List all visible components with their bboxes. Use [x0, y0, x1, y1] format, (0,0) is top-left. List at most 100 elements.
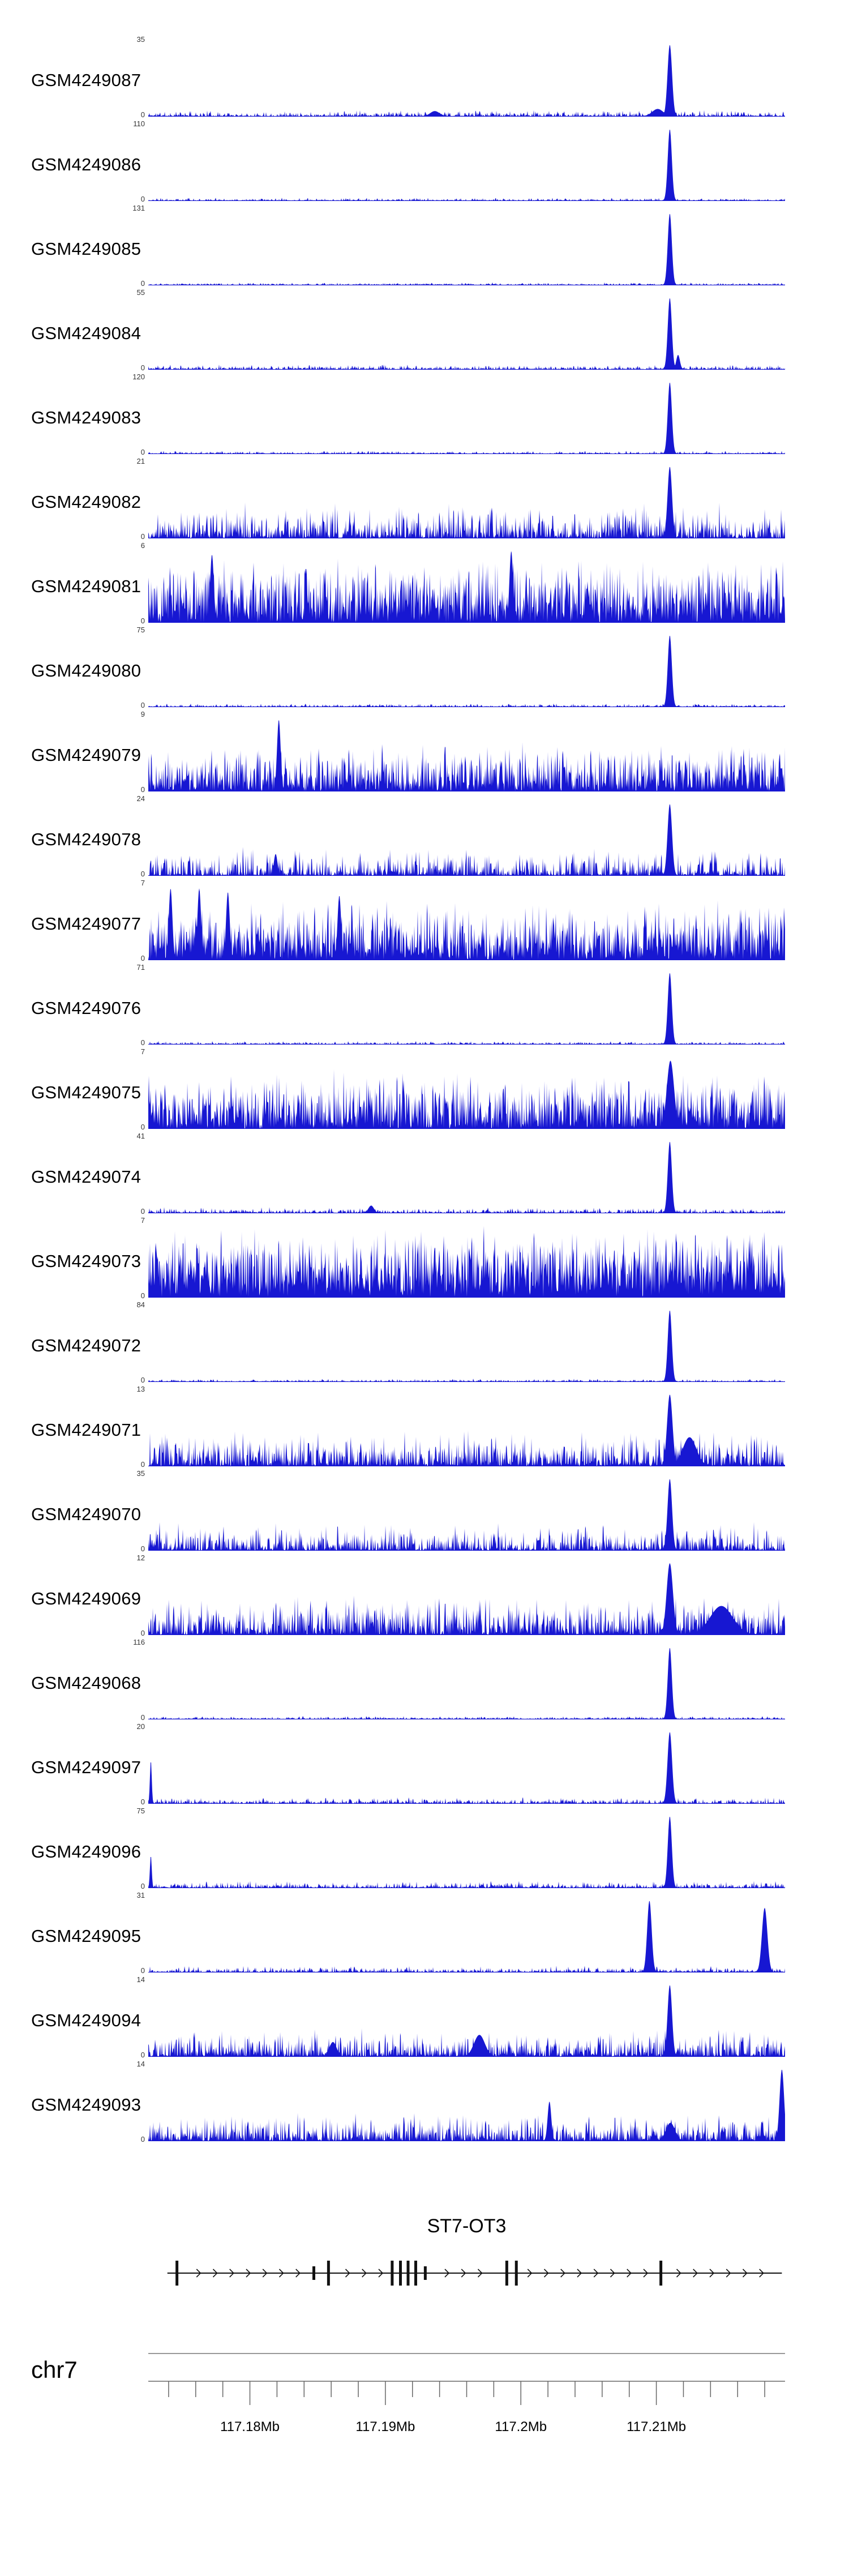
track-yzero-label: 0	[140, 870, 145, 878]
strand-arrow-icon	[527, 2269, 533, 2278]
track-ymax-label: 14	[136, 1975, 145, 1984]
track-row: GSM4249072 84 0	[31, 1300, 785, 1384]
track-row: GSM4249097 20 0	[31, 1722, 785, 1806]
track-label: GSM4249079	[31, 745, 142, 765]
track-signal	[148, 1310, 785, 1382]
track-signal	[148, 1985, 785, 2057]
track-row: GSM4249073 7 0	[31, 1216, 785, 1300]
track-row: GSM4249070 35 0	[31, 1469, 785, 1553]
track-label: GSM4249085	[31, 239, 142, 259]
strand-arrow-icon	[345, 2269, 350, 2278]
strand-arrow-icon	[676, 2269, 681, 2278]
strand-arrow-icon	[610, 2269, 615, 2278]
track-ymax-label: 20	[136, 1722, 145, 1731]
strand-arrow-icon	[246, 2269, 251, 2278]
track-ymax-label: 7	[140, 1047, 145, 1056]
ruler-axis: 117.18Mb 117.19Mb 117.2Mb 117.21Mb	[148, 2381, 785, 2434]
strand-arrow-icon	[196, 2269, 201, 2278]
strand-arrow-icon	[759, 2269, 764, 2278]
track-signal	[148, 551, 785, 623]
track-yzero-label: 0	[140, 110, 145, 119]
strand-arrow-icon	[627, 2269, 632, 2278]
track-signal	[148, 1563, 785, 1635]
ruler-tick-label: 117.2Mb	[495, 2419, 547, 2434]
track-ymax-label: 110	[133, 119, 145, 128]
track-signal	[148, 1394, 785, 1466]
track-row: GSM4249076 71 0	[31, 963, 785, 1047]
track-yzero-label: 0	[140, 2051, 145, 2059]
track-signal	[148, 129, 785, 201]
gene-title: ST7-OT3	[427, 2215, 507, 2237]
track-yzero-label: 0	[140, 701, 145, 709]
ruler-divider-line	[148, 2353, 785, 2354]
track-signal	[148, 1732, 785, 1804]
track-signal	[148, 298, 785, 370]
track-ymax-label: 75	[136, 1807, 145, 1815]
strand-arrow-icon	[726, 2269, 731, 2278]
strand-arrow-icon	[262, 2269, 268, 2278]
track-ymax-label: 12	[136, 1554, 145, 1562]
track-yzero-label: 0	[140, 1882, 145, 1890]
strand-arrow-icon	[543, 2269, 549, 2278]
track-label: GSM4249083	[31, 408, 142, 427]
track-ymax-label: 35	[136, 1469, 145, 1478]
track-label: GSM4249075	[31, 1082, 142, 1102]
track-label: GSM4249086	[31, 155, 142, 174]
strand-arrow-icon	[742, 2269, 748, 2278]
gene-annotation-section: ST7-OT3	[148, 2211, 785, 2313]
track-label: GSM4249077	[31, 914, 142, 934]
track-yzero-label: 0	[140, 1798, 145, 1806]
track-row: GSM4249078 24 0	[31, 794, 785, 878]
track-label: GSM4249071	[31, 1420, 142, 1440]
track-yzero-label: 0	[140, 1629, 145, 1637]
strand-arrow-icon	[643, 2269, 649, 2278]
gene-exon-bar	[312, 2266, 315, 2280]
track-row: GSM4249079 9 0	[31, 710, 785, 794]
track-label: GSM4249068	[31, 1673, 142, 1693]
chromosome-label: chr7	[31, 2356, 78, 2383]
gene-exon-bar	[505, 2261, 508, 2286]
strand-arrow-icon	[444, 2269, 450, 2278]
track-row: GSM4249080 75 0	[31, 626, 785, 709]
gene-exon-bar	[514, 2261, 518, 2286]
track-label: GSM4249087	[31, 70, 142, 90]
track-ymax-label: 6	[140, 541, 145, 550]
track-label: GSM4249072	[31, 1336, 142, 1355]
track-ymax-label: 7	[140, 879, 145, 887]
strand-arrow-icon	[362, 2269, 367, 2278]
strand-arrow-icon	[378, 2269, 384, 2278]
track-yzero-label: 0	[140, 1966, 145, 1975]
track-ymax-label: 14	[136, 2060, 145, 2068]
track-ymax-label: 75	[136, 626, 145, 634]
gene-exon-bar	[327, 2261, 330, 2286]
gene-exon-bar	[423, 2266, 427, 2280]
track-yzero-label: 0	[140, 2135, 145, 2143]
track-label: GSM4249081	[31, 576, 142, 596]
track-signal	[148, 1141, 785, 1213]
track-ymax-label: 84	[136, 1300, 145, 1309]
track-row: GSM4249082 21 0	[31, 457, 785, 541]
track-yzero-label: 0	[140, 195, 145, 203]
track-row: GSM4249077 7 0	[31, 879, 785, 962]
track-signal	[148, 45, 785, 117]
track-label: GSM4249096	[31, 1842, 142, 1862]
track-ymax-label: 41	[136, 1132, 145, 1140]
track-row: GSM4249094 14 0	[31, 1975, 785, 2059]
track-row: GSM4249071 13 0	[31, 1385, 785, 1469]
track-yzero-label: 0	[140, 954, 145, 962]
track-signal	[148, 1816, 785, 1888]
track-row: GSM4249087 35 0	[31, 35, 785, 119]
strand-arrow-icon	[477, 2269, 483, 2278]
ruler-tick-label: 117.19Mb	[355, 2419, 415, 2434]
track-yzero-label: 0	[140, 279, 145, 288]
strand-arrow-icon	[229, 2269, 234, 2278]
track-yzero-label: 0	[140, 617, 145, 625]
track-signal	[148, 804, 785, 876]
chromosome-ruler-section: chr7 117.18Mb 117.19Mb 117.2Mb 117.21Mb	[0, 2348, 849, 2496]
track-signal	[148, 1479, 785, 1551]
track-label: GSM4249073	[31, 1251, 142, 1271]
strand-arrow-icon	[593, 2269, 599, 2278]
track-label: GSM4249094	[31, 2010, 142, 2030]
track-row: GSM4249068 116 0	[31, 1638, 785, 1722]
